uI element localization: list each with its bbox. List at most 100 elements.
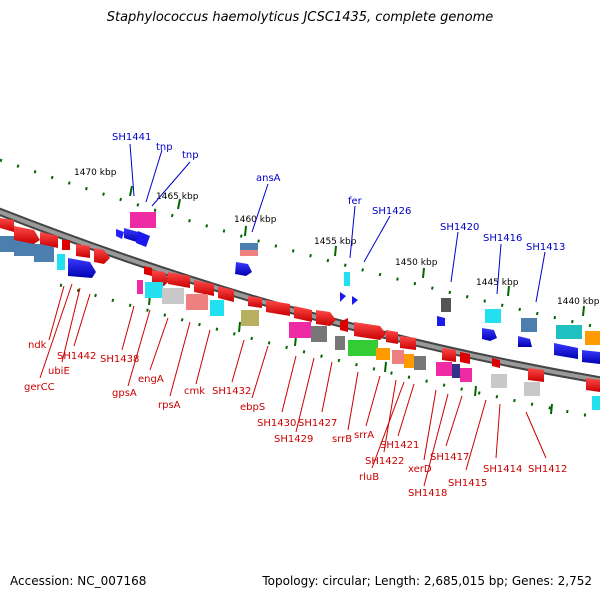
- accession-text: Accession: NC_007168: [10, 574, 147, 588]
- summary-text: Topology: circular; Length: 2,685,015 bp…: [262, 574, 592, 588]
- gene-arrow: [340, 292, 346, 302]
- gene-arrow: [386, 330, 398, 344]
- gene-label-ansA: ansA: [256, 173, 281, 184]
- gene-arrow: [218, 286, 234, 302]
- gene-arrow: [442, 348, 456, 362]
- gene-arrow: [528, 368, 544, 382]
- gene-arrow: [116, 229, 124, 239]
- gene-box: [289, 322, 311, 338]
- gene-arrow: [437, 316, 445, 326]
- gene-box: [162, 288, 184, 304]
- gene-arrow: [194, 280, 214, 296]
- gene-box: [335, 336, 345, 350]
- scale-ring-inner: [59, 283, 600, 420]
- gene-box: [344, 272, 350, 286]
- gene-arrow: [586, 378, 600, 392]
- gene-label-engA: engA: [138, 374, 164, 385]
- gene-box: [57, 254, 65, 270]
- gene-label-SH1426: SH1426: [372, 206, 411, 217]
- gene-arrow: [518, 336, 532, 347]
- kbp-label-1440: 1440 kbp: [557, 297, 600, 307]
- forward-strand-genes: [116, 212, 600, 364]
- reverse-strand-genes: [0, 218, 600, 410]
- gene-arrow: [168, 272, 190, 288]
- gene-arrow: [482, 328, 497, 341]
- gene-arrow: [354, 322, 386, 340]
- gene-box: [524, 382, 540, 396]
- gene-box: [436, 362, 452, 376]
- gene-arrow: [554, 343, 578, 359]
- gene-arrow: [340, 318, 348, 332]
- upper-leader-lines: [129, 143, 546, 303]
- gene-arrow: [235, 262, 252, 276]
- gene-label-SH1420: SH1420: [440, 222, 479, 233]
- gene-label-SH1417: SH1417: [430, 452, 469, 463]
- gene-label-SH1438: SH1438: [100, 354, 139, 365]
- gene-box: [311, 326, 327, 342]
- gene-label-SH1427: SH1427: [298, 418, 337, 429]
- gene-arrow: [582, 350, 600, 364]
- gene-arrow: [136, 231, 150, 247]
- lower-leader-lines: [39, 283, 547, 487]
- kbp-label-1470: 1470 kbp: [74, 168, 117, 178]
- gene-label-tnp-2: tnp: [182, 150, 199, 161]
- gene-box: [491, 374, 507, 388]
- gene-box: [240, 250, 258, 256]
- gene-label-SH1412: SH1412: [528, 464, 567, 475]
- lower-gene-labels: ndk SH1442 ubiE gerCC SH1438 gpsA engA r…: [24, 340, 567, 499]
- gene-arrow: [144, 266, 152, 276]
- gene-arrow: [266, 300, 290, 316]
- gene-box: [137, 280, 143, 294]
- gene-label-srrA: srrA: [354, 430, 374, 441]
- map-title: Staphylococcus haemolyticus JCSC1435, co…: [106, 10, 494, 25]
- gene-arrow: [14, 226, 40, 244]
- gene-arrow: [94, 248, 110, 264]
- gene-label-SH1416: SH1416: [483, 233, 522, 244]
- kbp-label-1465: 1465 kbp: [156, 192, 199, 202]
- gene-label-cmk: cmk: [184, 386, 205, 397]
- gene-box: [521, 318, 537, 332]
- gene-arrow: [68, 258, 96, 278]
- gene-label-ndk: ndk: [28, 340, 47, 351]
- gene-box: [404, 354, 414, 368]
- gene-label-srrB: srrB: [332, 434, 352, 445]
- gene-arrow: [76, 244, 90, 258]
- gene-box: [130, 212, 156, 228]
- gene-label-SH1441: SH1441: [112, 132, 151, 143]
- gene-label-ubiE: ubiE: [48, 366, 70, 377]
- gene-box: [14, 240, 34, 256]
- gene-label-fer: fer: [348, 196, 363, 207]
- gene-label-SH1430: SH1430: [257, 418, 296, 429]
- gene-label-SH1422: SH1422: [365, 456, 404, 467]
- gene-arrow: [62, 240, 70, 250]
- gene-arrow: [294, 306, 312, 322]
- gene-arrow: [0, 218, 14, 232]
- gene-label-rpsA: rpsA: [158, 400, 181, 411]
- gene-box: [0, 236, 14, 252]
- gene-box: [452, 364, 460, 378]
- gene-box: [376, 348, 390, 360]
- gene-arrow: [352, 296, 358, 305]
- gene-arrow: [40, 232, 58, 248]
- gene-arrow: [460, 352, 470, 364]
- gene-label-SH1432: SH1432: [212, 386, 251, 397]
- gene-arrow: [400, 336, 416, 350]
- gene-box: [485, 309, 501, 323]
- gene-box: [414, 356, 426, 370]
- gene-box: [392, 350, 404, 364]
- gene-label-gpsA: gpsA: [112, 388, 137, 399]
- gene-box: [145, 282, 163, 298]
- gene-label-SH1442: SH1442: [57, 351, 96, 362]
- kbp-label-1460: 1460 kbp: [234, 215, 277, 225]
- gene-box: [460, 368, 472, 382]
- gene-label-SH1414: SH1414: [483, 464, 522, 475]
- kbp-label-1445: 1445 kbp: [476, 278, 519, 288]
- gene-box: [241, 310, 259, 326]
- gene-box: [240, 243, 258, 250]
- gene-label-SH1421: SH1421: [380, 440, 419, 451]
- kbp-label-1455: 1455 kbp: [314, 237, 357, 247]
- gene-label-rluB: rluB: [359, 472, 379, 483]
- gene-arrow: [316, 310, 336, 326]
- gene-box: [34, 244, 54, 262]
